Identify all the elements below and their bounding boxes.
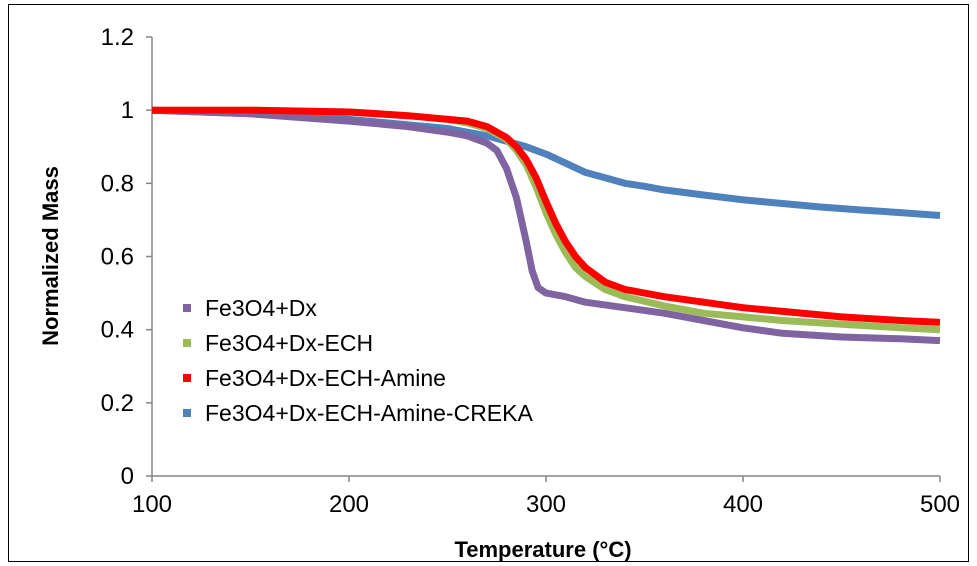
y-tick-label: 0.6 — [101, 244, 134, 271]
series-line-1 — [151, 106, 941, 345]
y-tick-label: 0.8 — [101, 170, 134, 197]
x-tick-label: 200 — [329, 491, 369, 518]
x-axis-title: Temperature (°C) — [454, 537, 631, 562]
legend-swatch — [183, 304, 191, 312]
y-axis-title: Normalized Mass — [38, 166, 63, 346]
chart-frame — [8, 4, 969, 562]
legend-swatch — [183, 409, 191, 417]
x-tick-label: 500 — [920, 491, 960, 518]
y-tick-label: 0.2 — [101, 390, 134, 417]
legend-swatch — [183, 339, 191, 347]
y-tick-label: 0.4 — [101, 317, 134, 344]
y-tick-label: 1.2 — [101, 24, 134, 51]
y-tick-label: 1 — [121, 97, 134, 124]
x-tick-label: 300 — [526, 491, 566, 518]
legend-swatch — [183, 374, 191, 382]
series-layer — [151, 106, 941, 345]
x-tick-label: 400 — [723, 491, 763, 518]
legend-label: Fe3O4+Dx-ECH-Amine — [205, 365, 446, 391]
y-tick-label: 0 — [121, 463, 134, 490]
series-line-3 — [152, 106, 941, 326]
x-ticks: 100 200 300 400 500 — [132, 476, 960, 518]
legend-label: Fe3O4+Dx-ECH-Amine-CREKA — [205, 400, 533, 426]
x-tick-label: 100 — [132, 491, 172, 518]
legend: Fe3O4+Dx Fe3O4+Dx-ECH Fe3O4+Dx-ECH-Amine Fe… — [183, 295, 533, 426]
y-ticks: 0 0.2 0.4 0.6 0.8 1 1.2 — [101, 24, 152, 490]
legend-label: Fe3O4+Dx — [205, 295, 317, 321]
legend-label: Fe3O4+Dx-ECH — [205, 330, 373, 356]
